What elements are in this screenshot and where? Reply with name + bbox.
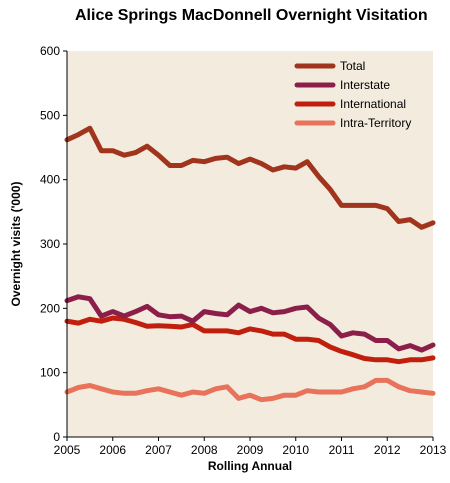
x-axis-title: Rolling Annual <box>208 459 292 473</box>
x-tick-label: 2005 <box>54 443 81 457</box>
x-tick-label: 2010 <box>282 443 309 457</box>
legend-label-intra-territory: Intra-Territory <box>340 116 411 130</box>
legend-label-total: Total <box>340 59 365 73</box>
x-tick-label: 2006 <box>99 443 126 457</box>
x-tick-label: 2013 <box>420 443 447 457</box>
plot-area <box>67 51 433 437</box>
series-line-total <box>64 125 436 230</box>
y-tick-label: 200 <box>40 301 60 315</box>
legend-label-interstate: Interstate <box>340 78 390 92</box>
x-tick-label: 2011 <box>329 443 355 457</box>
y-tick-label: 100 <box>40 366 60 380</box>
series-layer <box>64 125 436 403</box>
y-tick-label: 300 <box>40 237 60 251</box>
x-tick-label: 2012 <box>374 443 401 457</box>
y-tick-label: 600 <box>40 44 60 58</box>
legend-label-international: International <box>340 97 406 111</box>
series-line-interstate <box>64 294 436 353</box>
x-tick-label: 2009 <box>237 443 264 457</box>
x-tick-label: 2008 <box>191 443 218 457</box>
y-tick-label: 0 <box>53 430 60 444</box>
series-line-intra-territory <box>64 377 436 403</box>
x-axis-ticks: 2005 2006 2007 2008 2009 2010 2011 2012 2013 <box>54 437 447 457</box>
x-tick-label: 2007 <box>145 443 172 457</box>
series-line-international <box>64 315 436 365</box>
y-axis-ticks: 0 100 200 300 400 500 600 <box>40 44 67 444</box>
chart-title: Alice Springs MacDonnell Overnight Visit… <box>75 7 428 24</box>
y-tick-label: 500 <box>40 108 60 122</box>
y-axis-title: Overnight visits ('000) <box>9 182 23 307</box>
legend: Total Interstate International Intra-Territ… <box>294 59 411 130</box>
y-tick-label: 400 <box>40 173 60 187</box>
